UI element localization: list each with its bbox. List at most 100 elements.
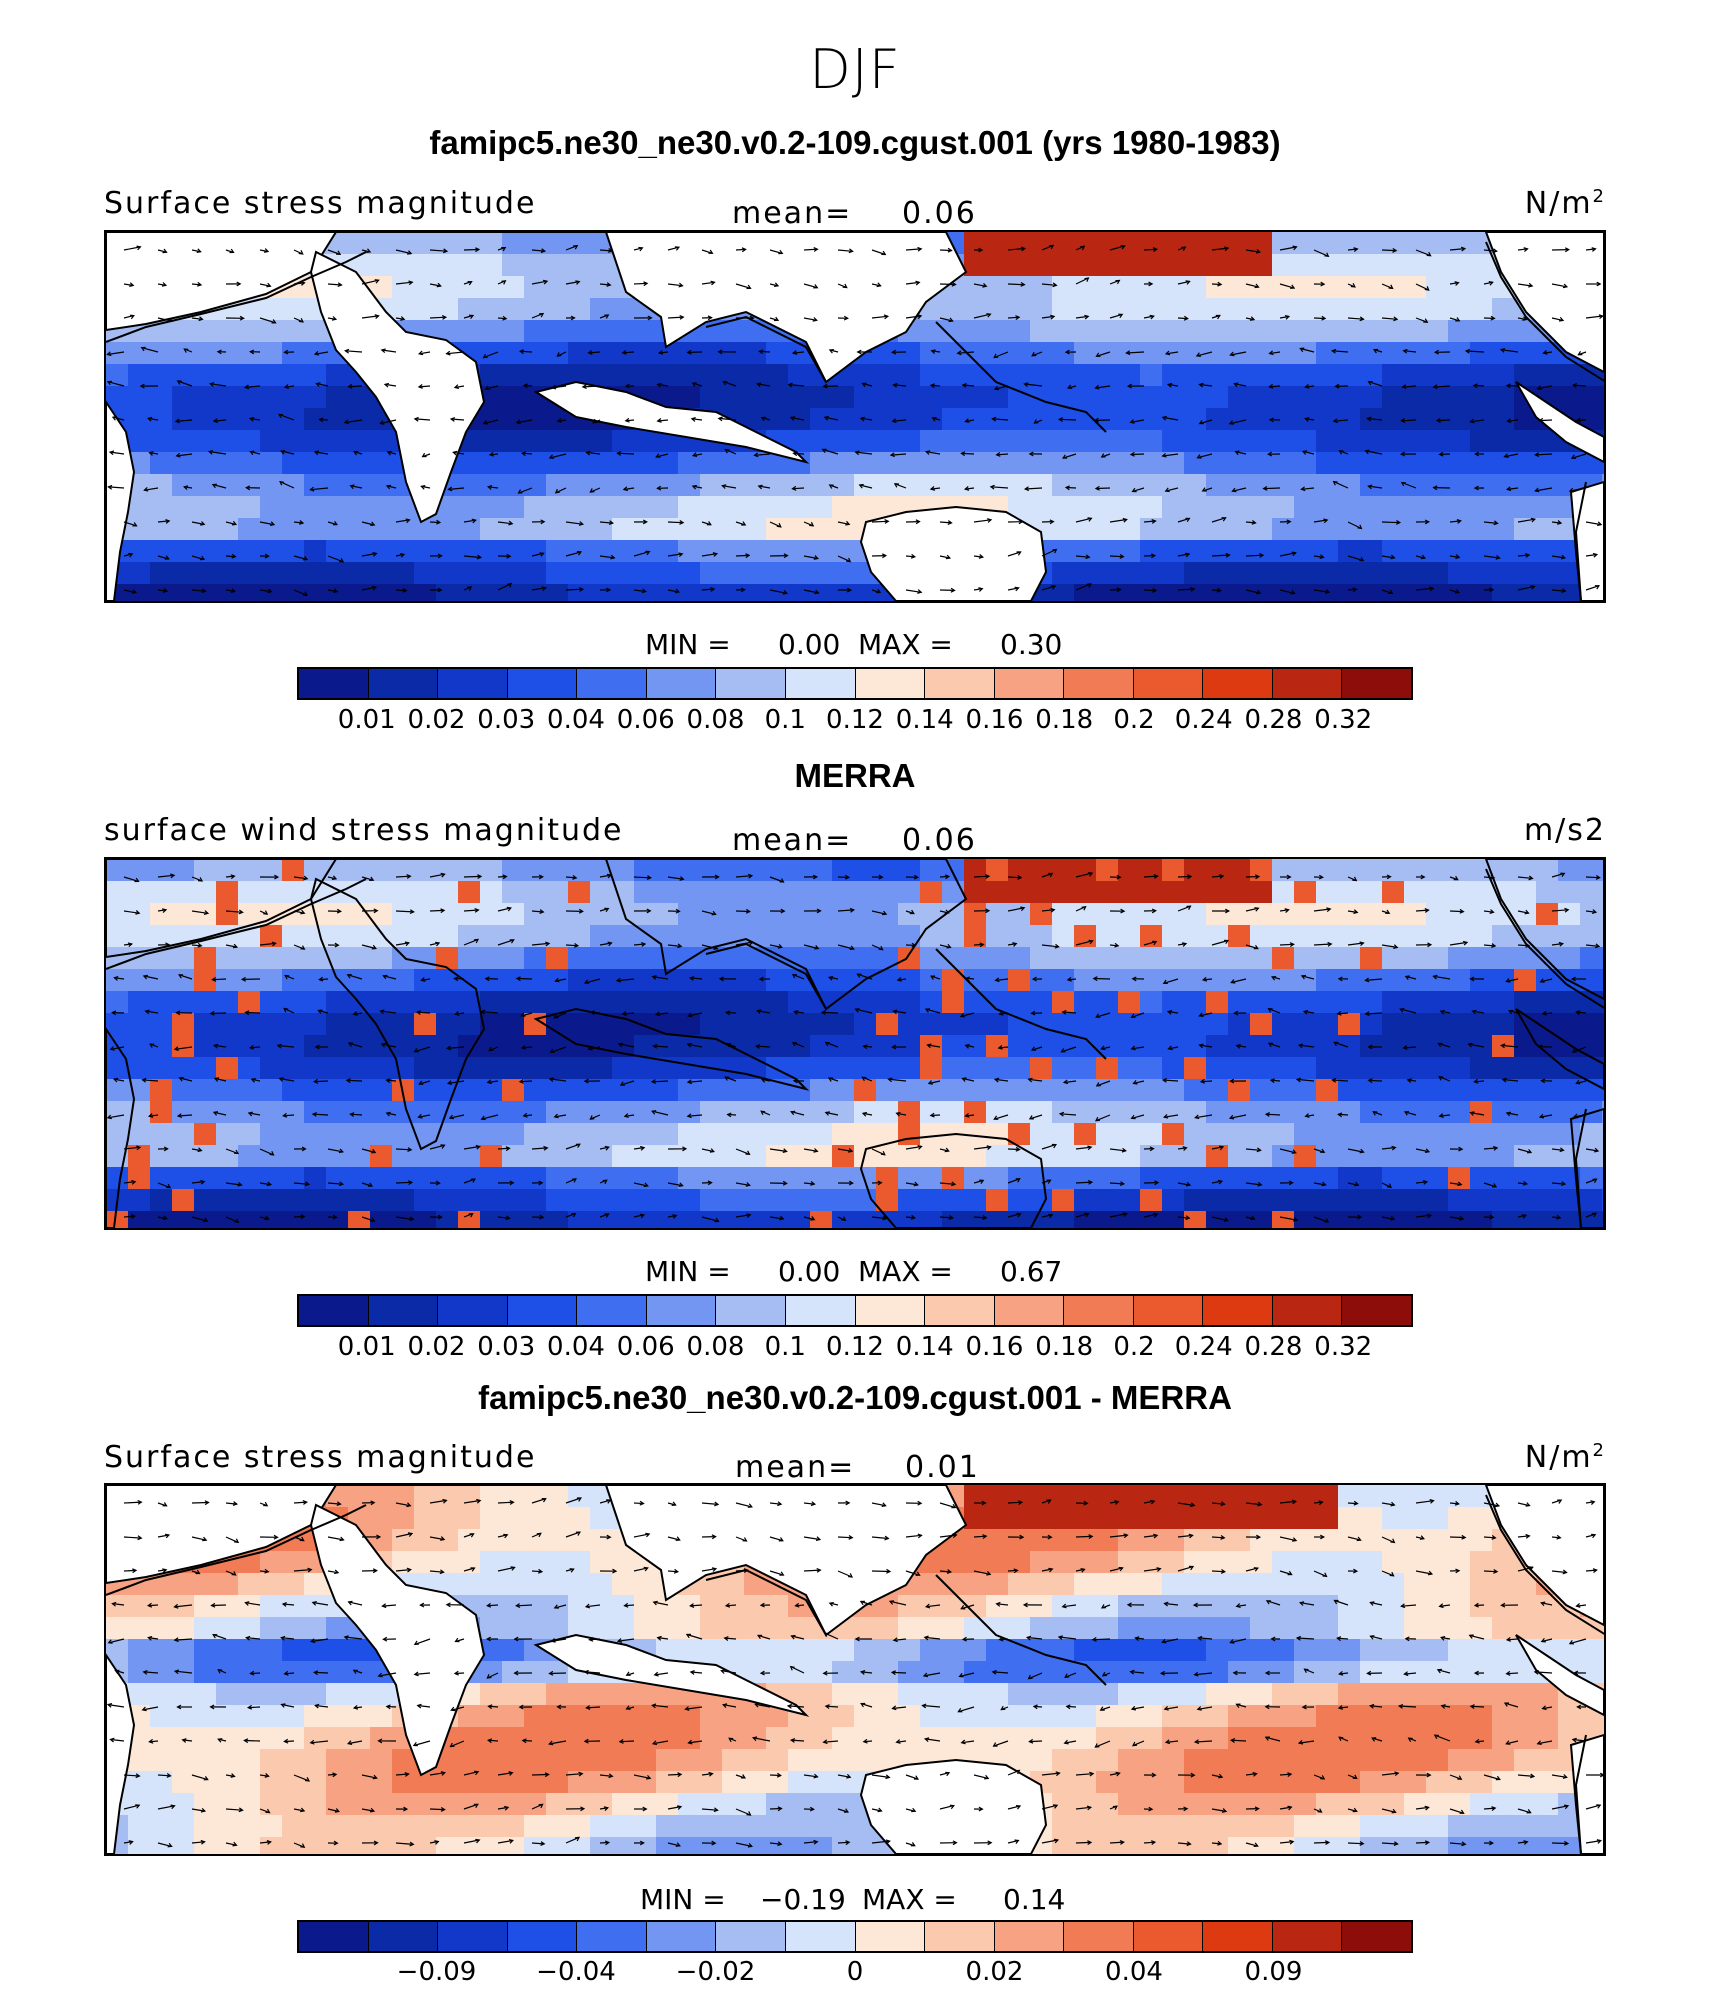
field-cell	[1008, 232, 1031, 255]
field-cell	[1448, 1573, 1471, 1596]
field-cell	[1316, 1529, 1339, 1552]
field-cell	[238, 1123, 261, 1146]
wind-vector-head	[978, 247, 984, 253]
field-cell	[744, 496, 767, 519]
wind-vector	[1347, 1148, 1364, 1153]
field-cell	[634, 1079, 657, 1102]
wind-vector	[531, 587, 546, 591]
wind-vector-head	[1528, 875, 1534, 881]
wind-vector-head	[271, 319, 277, 324]
field-cell	[744, 1013, 767, 1036]
field-cell	[1206, 1035, 1229, 1058]
field-cell	[1448, 947, 1471, 970]
field-cell	[1118, 1167, 1141, 1190]
wind-vector	[157, 874, 175, 878]
field-cell	[260, 1551, 283, 1574]
field-cell	[1426, 496, 1449, 519]
field-cell	[392, 254, 415, 277]
colorbar-tick-label: 0.28	[1244, 705, 1303, 735]
wind-vector-head	[474, 938, 480, 944]
field-cell	[1162, 947, 1185, 970]
field-cell	[370, 1057, 393, 1080]
wind-vector-head	[606, 587, 612, 593]
wind-vector	[1415, 909, 1429, 912]
field-cell	[1184, 386, 1207, 409]
wind-vector-head	[1094, 485, 1100, 491]
field-cell	[1162, 474, 1185, 497]
field-cell	[1184, 1035, 1207, 1058]
field-cell	[546, 1551, 569, 1574]
wind-vector	[1313, 908, 1331, 912]
wind-vector-head	[883, 314, 890, 320]
wind-vector-head	[315, 382, 321, 387]
field-cell	[1096, 969, 1119, 992]
field-cell	[744, 1167, 767, 1190]
wind-vector-head	[1086, 583, 1092, 588]
wind-vector-head	[502, 315, 508, 321]
field-cell	[986, 364, 1009, 387]
field-cell	[1580, 903, 1603, 926]
wind-vector-head	[1299, 347, 1305, 353]
panel-1-max-value: 0.30	[1000, 628, 1063, 661]
field-cell	[788, 1167, 811, 1190]
field-cell	[260, 452, 283, 475]
field-cell	[1426, 298, 1449, 321]
wind-vector	[687, 1080, 703, 1083]
field-cell	[216, 1189, 239, 1212]
wind-vector	[1400, 1008, 1417, 1014]
field-cell	[1338, 1617, 1361, 1640]
wind-vector-head	[283, 384, 290, 389]
field-cell	[810, 881, 833, 904]
field-cell	[1228, 1145, 1251, 1168]
field-cell	[1294, 859, 1317, 882]
field-cell	[282, 320, 305, 343]
wind-vector	[1245, 907, 1259, 912]
wind-vector	[1279, 589, 1295, 594]
field-cell	[546, 518, 569, 541]
wind-vector	[380, 1010, 397, 1014]
field-cell	[1360, 903, 1383, 926]
field-cell	[1316, 1123, 1339, 1146]
field-cell	[1250, 1145, 1273, 1168]
field-cell	[238, 452, 261, 475]
field-cell	[216, 430, 239, 453]
field-cell	[744, 386, 767, 409]
wind-vector	[259, 942, 276, 946]
field-cell	[722, 1057, 745, 1080]
wind-vector	[531, 942, 550, 946]
wind-vector-head	[1530, 517, 1537, 523]
colorbar-tick-label: 0.03	[477, 705, 536, 735]
field-cell	[1250, 342, 1273, 365]
field-cell	[392, 1507, 415, 1530]
wind-vector-head	[183, 348, 189, 353]
wind-vector	[281, 450, 295, 455]
field-cell	[1096, 320, 1119, 343]
field-cell	[392, 1101, 415, 1124]
field-cell	[172, 342, 195, 365]
field-cell	[1404, 1573, 1427, 1596]
wind-vector-head	[1259, 552, 1265, 558]
field-cell	[1030, 1573, 1053, 1596]
wind-vector-head	[300, 909, 306, 915]
wind-vector	[960, 1012, 975, 1018]
field-cell	[1492, 430, 1515, 453]
wind-vector	[310, 487, 329, 491]
field-cell	[458, 298, 481, 321]
field-cell	[1294, 364, 1317, 387]
wind-vector	[1025, 487, 1043, 490]
wind-vector-head	[624, 417, 630, 423]
field-cell	[502, 496, 525, 519]
wind-vector-head	[213, 1077, 220, 1082]
wind-vector	[1347, 555, 1364, 562]
field-cell	[458, 1145, 481, 1168]
field-cell	[1008, 1595, 1031, 1618]
wind-vector-head	[1054, 943, 1060, 949]
wind-vector-head	[791, 973, 797, 979]
field-cell	[942, 1639, 965, 1662]
field-cell	[370, 859, 393, 882]
field-cell	[1008, 430, 1031, 453]
field-cell	[810, 1639, 833, 1662]
field-cell	[260, 540, 283, 563]
field-cell	[172, 540, 195, 563]
wind-vector-head	[1357, 1214, 1363, 1220]
